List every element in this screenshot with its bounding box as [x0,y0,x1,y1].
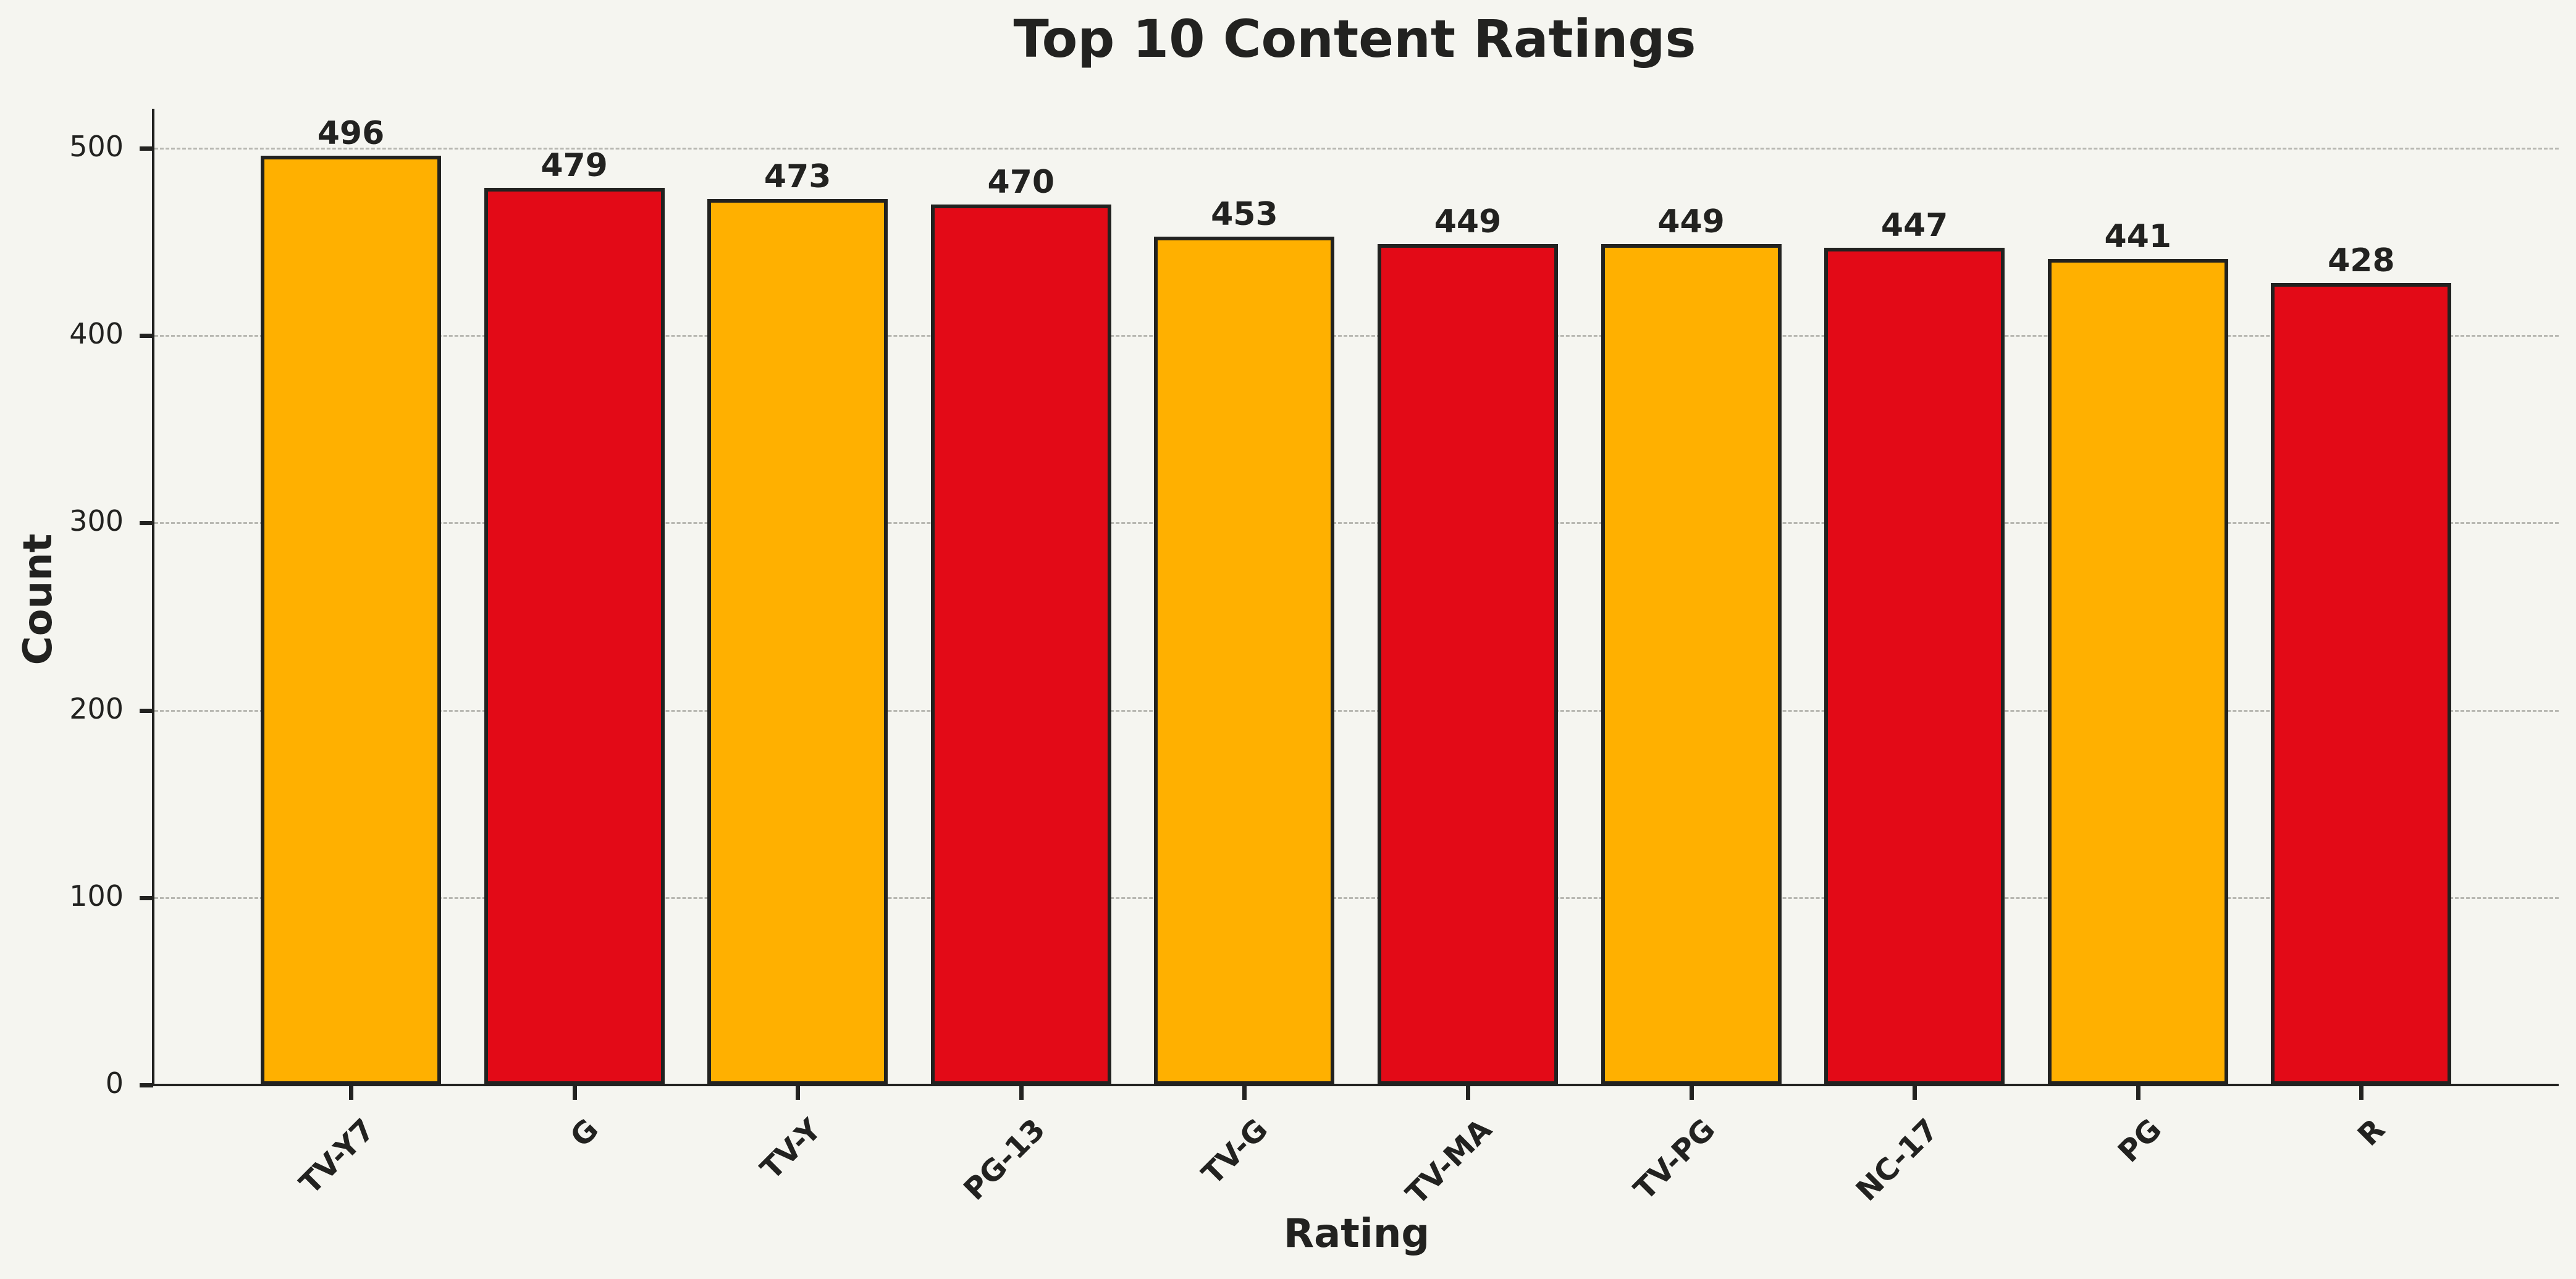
x-tick-label: PG [2111,1112,2168,1170]
x-axis-label: Rating [1283,1211,1430,1257]
bar-value-label: 479 [541,146,608,184]
bar-r [2271,283,2452,1085]
x-tick-label: NC-17 [1849,1112,1946,1209]
x-tick-label: G [563,1112,605,1154]
bar-value-label: 473 [764,158,831,195]
y-tick-label: 100 [69,879,124,913]
bar-pg [2047,258,2228,1085]
bar-tv-pg [1601,243,1782,1085]
x-tick-mark [349,1086,353,1100]
x-tick-label: TV-PG [1627,1112,1722,1207]
y-tick-mark [140,1083,153,1087]
gridline [154,335,2559,337]
x-tick-mark [1466,1086,1470,1100]
bar-tv-y [707,198,888,1085]
x-tick-mark [2359,1086,2364,1100]
bar-tv-ma [1378,243,1558,1085]
gridline [154,148,2559,150]
y-tick-mark [140,521,153,526]
y-tick-label: 400 [69,317,124,351]
y-tick-mark [140,895,153,900]
x-axis-line [152,1084,2559,1086]
x-tick-mark [1019,1086,1024,1100]
bar-value-label: 449 [1657,203,1725,240]
y-tick-label: 200 [69,691,124,725]
x-tick-label: TV-Y7 [293,1112,382,1201]
bar-tv-y7 [261,156,441,1085]
x-tick-mark [1913,1086,1917,1100]
gridline [154,522,2559,525]
y-tick-label: 500 [69,130,124,163]
y-tick-mark [140,334,153,339]
gridline [154,709,2559,712]
x-tick-label: PG-13 [957,1112,1052,1207]
x-tick-mark [2136,1086,2140,1100]
x-tick-mark [796,1086,801,1100]
bar-tv-g [1154,236,1335,1085]
y-axis-label: Count [15,533,61,665]
bar-value-label: 449 [1434,203,1502,240]
gridline [154,897,2559,899]
x-tick-label: TV-MA [1399,1112,1499,1212]
x-tick-label: TV-Y [754,1112,828,1187]
bar-value-label: 470 [987,163,1055,201]
bar-value-label: 453 [1211,195,1278,233]
bar-value-label: 428 [2328,242,2395,280]
x-tick-mark [1689,1086,1694,1100]
bar-g [484,187,665,1085]
y-tick-mark [140,146,153,151]
y-tick-label: 300 [69,504,124,538]
bar-value-label: 447 [1880,206,1948,244]
x-tick-label: R [2351,1112,2392,1153]
bar-value-label: 441 [2104,217,2172,255]
bar-nc-17 [1824,247,2005,1085]
y-axis-line [152,109,154,1086]
x-tick-mark [572,1086,577,1100]
x-tick-mark [1242,1086,1247,1100]
y-tick-label: 0 [105,1066,124,1100]
bar-pg-13 [930,204,1111,1085]
chart-title: Top 10 Content Ratings [1013,9,1696,69]
bar-value-label: 496 [317,115,385,153]
x-tick-label: TV-G [1195,1112,1275,1192]
y-tick-mark [140,708,153,713]
